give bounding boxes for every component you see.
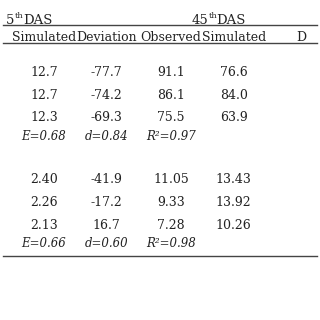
Text: 86.1: 86.1	[157, 89, 185, 102]
Text: 9.33: 9.33	[157, 196, 185, 209]
Text: -17.2: -17.2	[91, 196, 123, 209]
Text: -69.3: -69.3	[91, 111, 123, 124]
Text: Simulated: Simulated	[12, 31, 76, 44]
Text: th: th	[15, 12, 24, 20]
Text: E=0.66: E=0.66	[21, 237, 66, 251]
Text: DAS: DAS	[216, 14, 245, 27]
Text: Deviation: Deviation	[76, 31, 137, 44]
Text: 75.5: 75.5	[157, 111, 185, 124]
Text: 16.7: 16.7	[93, 219, 121, 232]
Text: th: th	[209, 12, 217, 20]
Text: d=0.84: d=0.84	[85, 130, 129, 143]
Text: -77.7: -77.7	[91, 66, 123, 79]
Text: 84.0: 84.0	[220, 89, 248, 102]
Text: 2.26: 2.26	[30, 196, 58, 209]
Text: E=0.68: E=0.68	[21, 130, 66, 143]
Text: 13.43: 13.43	[216, 173, 252, 186]
Text: 5: 5	[6, 14, 15, 27]
Text: 7.28: 7.28	[157, 219, 185, 232]
Text: -41.9: -41.9	[91, 173, 123, 186]
Text: 2.40: 2.40	[30, 173, 58, 186]
Text: 45: 45	[191, 14, 208, 27]
Text: DAS: DAS	[24, 14, 53, 27]
Text: 12.3: 12.3	[30, 111, 58, 124]
Text: R²=0.97: R²=0.97	[146, 130, 196, 143]
Text: 12.7: 12.7	[30, 66, 58, 79]
Text: R²=0.98: R²=0.98	[146, 237, 196, 251]
Text: Simulated: Simulated	[202, 31, 266, 44]
Text: Observed: Observed	[140, 31, 201, 44]
Text: 76.6: 76.6	[220, 66, 248, 79]
Text: 11.05: 11.05	[153, 173, 189, 186]
Text: 63.9: 63.9	[220, 111, 248, 124]
Text: D: D	[296, 31, 306, 44]
Text: 12.7: 12.7	[30, 89, 58, 102]
Text: 2.13: 2.13	[30, 219, 58, 232]
Text: 13.92: 13.92	[216, 196, 252, 209]
Text: -74.2: -74.2	[91, 89, 123, 102]
Text: 91.1: 91.1	[157, 66, 185, 79]
Text: 10.26: 10.26	[216, 219, 252, 232]
Text: d=0.60: d=0.60	[85, 237, 129, 251]
